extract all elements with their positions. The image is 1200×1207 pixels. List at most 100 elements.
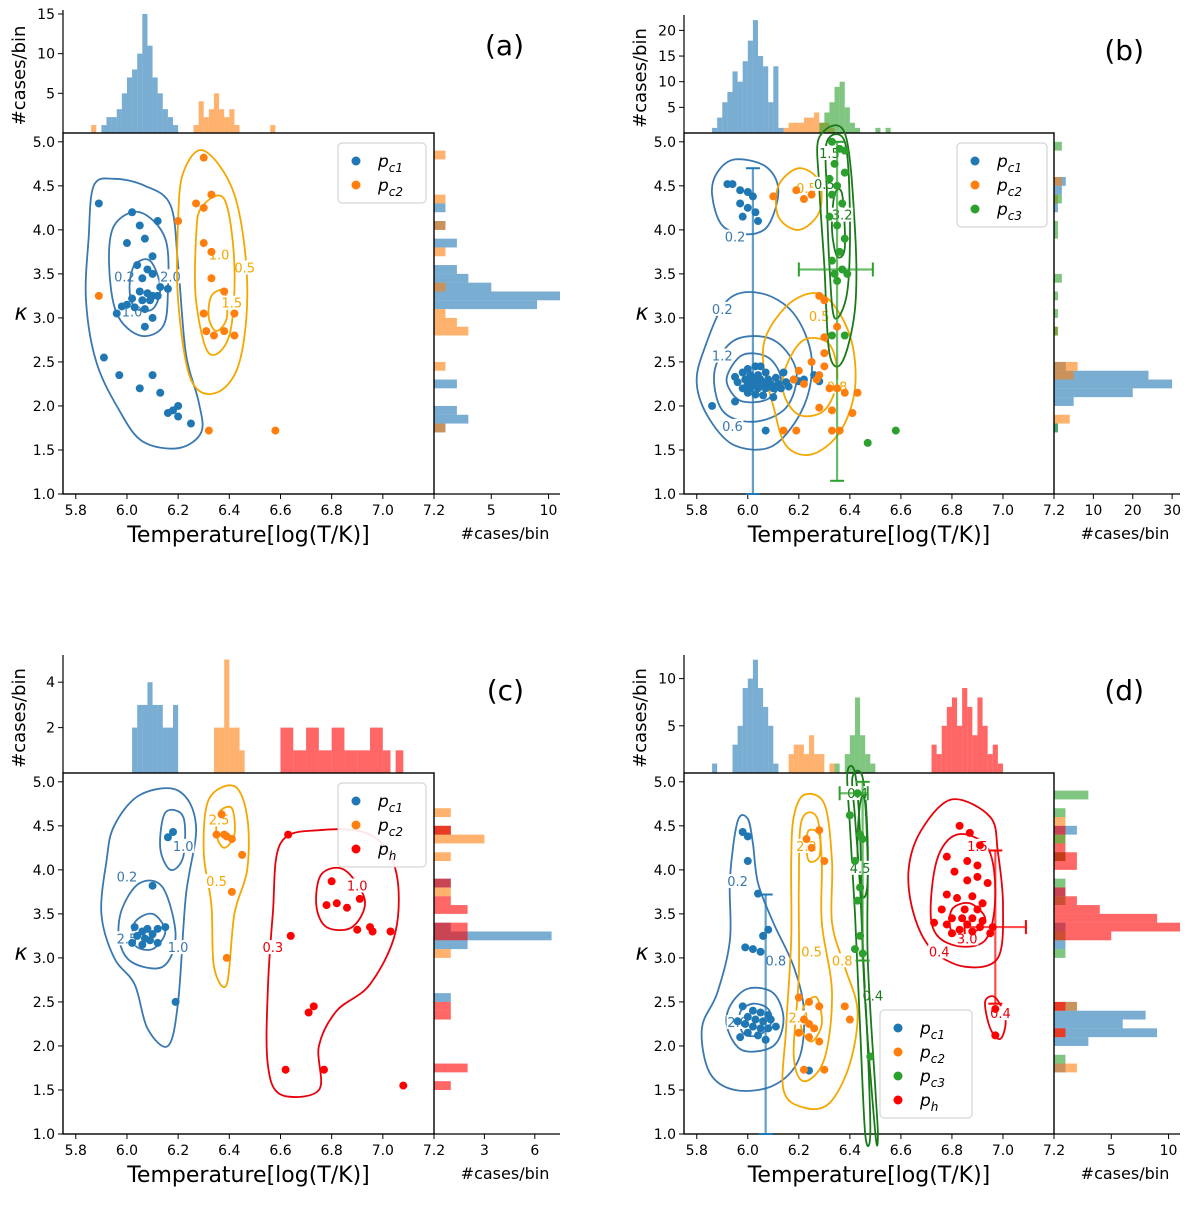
point-ph [327,877,336,886]
hist-bar-pc1 [434,300,538,310]
hist-bar-pc1 [1054,370,1149,380]
hist-bar-ph [434,1063,468,1073]
point-pc1 [145,936,154,945]
hist-bar-pc3 [1054,194,1062,204]
point-pc1 [148,252,157,261]
point-pc1 [761,384,770,393]
legend-marker-pc2 [893,1047,903,1057]
point-pc2 [815,1002,824,1011]
panel-label: (d) [1104,674,1144,707]
contour-pc3 [856,795,869,899]
point-pc2 [192,199,201,208]
y-tick-label: 1.5 [33,443,55,459]
hist-bar-pc3 [834,86,840,133]
contour-label-bg [167,940,190,955]
y-tick-label: 1.0 [33,487,55,503]
hist-bar-pc2 [434,887,451,897]
contour-label-bg [831,953,854,968]
y-tick-label: 4.0 [33,863,55,879]
hist-bar-pc1 [162,727,168,773]
point-pc1 [754,889,762,898]
point-pc1 [764,925,773,934]
point-pc1 [161,923,170,932]
point-pc2 [794,993,803,1002]
point-pc1 [741,1019,750,1028]
panel-b: 5 10 15 20 #cases/bin 10 20 30 #cases/bin 5.8 6.0 6… [630,15,1181,548]
x-tick-label: 6.8 [941,503,963,519]
contour-pc1 [713,335,798,423]
point-pc2 [769,192,778,201]
legend-marker-pc2 [351,820,361,830]
hist-bar-pc2 [434,282,446,292]
legend-marker-pc1 [893,1023,903,1033]
point-ph [930,918,939,927]
x-tick-label: 7.0 [992,503,1014,519]
top-hist-tick-label: 10 [658,75,676,91]
point-pc1 [163,408,172,417]
point-pc3 [828,190,836,199]
contour-label: 1.0 [173,840,194,855]
point-pc1 [115,371,124,380]
point-pc1 [99,353,108,362]
point-pc3 [845,811,854,820]
legend-label-subscript: h [931,1100,939,1114]
point-pc1 [733,1017,742,1026]
point-pc1 [731,397,740,406]
hist-bar-pc1 [142,13,148,133]
y-tick-label: 2.0 [654,1039,676,1055]
legend-marker-pc1 [351,156,361,166]
point-ph [968,892,977,901]
right-hist-xlabel: #cases/bin [461,1164,550,1183]
point-pc2 [204,426,213,435]
hist-bar-pc3 [870,763,876,773]
hist-bar-ph [1054,913,1158,923]
point-ph [991,1031,1000,1040]
hist-bar-pc1 [763,706,769,773]
contour-label: 0.5 [801,946,822,961]
x-tick-label: 7.2 [1043,1143,1065,1159]
legend-label-pc2: pc2 [377,176,403,199]
hist-bar-pc1 [712,763,718,773]
point-pc1 [748,945,757,954]
contour-label-bg [818,146,841,161]
y-axis-label: κ [15,301,28,326]
panel-label: (a) [485,29,524,62]
point-ph [309,1002,318,1011]
right-hist-tick-label: 20 [1124,503,1142,519]
legend-label-subscript: c3 [1008,209,1022,223]
legend-label-pc2: pc2 [996,176,1022,199]
right-hist-tick-label: 5 [1107,1143,1116,1159]
top-histogram: 2 4 #cases/bin [9,655,404,773]
contour-pc2 [774,167,823,231]
y-tick-label: 3.0 [33,951,55,967]
contours: 0.20.20.61.20.50.50.80.51.53.2 [695,124,858,456]
x-tick-label: 5.8 [65,503,87,519]
point-pc3 [828,137,836,146]
point-ph [942,920,951,929]
point-pc1 [148,371,157,380]
point-pc1 [766,1015,775,1024]
point-pc3 [850,857,859,866]
hist-bar-ph [395,750,404,773]
contour-label: 3.2 [832,209,853,224]
point-pc1 [156,283,165,292]
contour-pc1 [84,177,204,450]
point-pc1 [759,931,768,940]
hist-bar-ph [382,750,391,773]
point-pc2 [209,331,218,340]
point-pc1 [117,302,126,311]
x-tick-label: 6.2 [788,1143,810,1159]
hist-bar-pc1 [152,77,158,133]
point-pc1 [748,1022,757,1031]
right-histogram: 5 10 #cases/bin [434,150,560,543]
point-pc2 [230,309,239,318]
hist-bar-pc1 [132,69,138,133]
hist-bar-pc2 [270,125,276,133]
point-pc2 [199,309,208,318]
hist-bar-pc1 [778,127,784,133]
x-tick-label: 6.4 [218,1143,240,1159]
point-ph [973,861,982,870]
point-pc3 [825,174,834,183]
contours: 0.20.82.00.80.52.22.40.40.44.50.41.53.00… [700,764,1012,1148]
